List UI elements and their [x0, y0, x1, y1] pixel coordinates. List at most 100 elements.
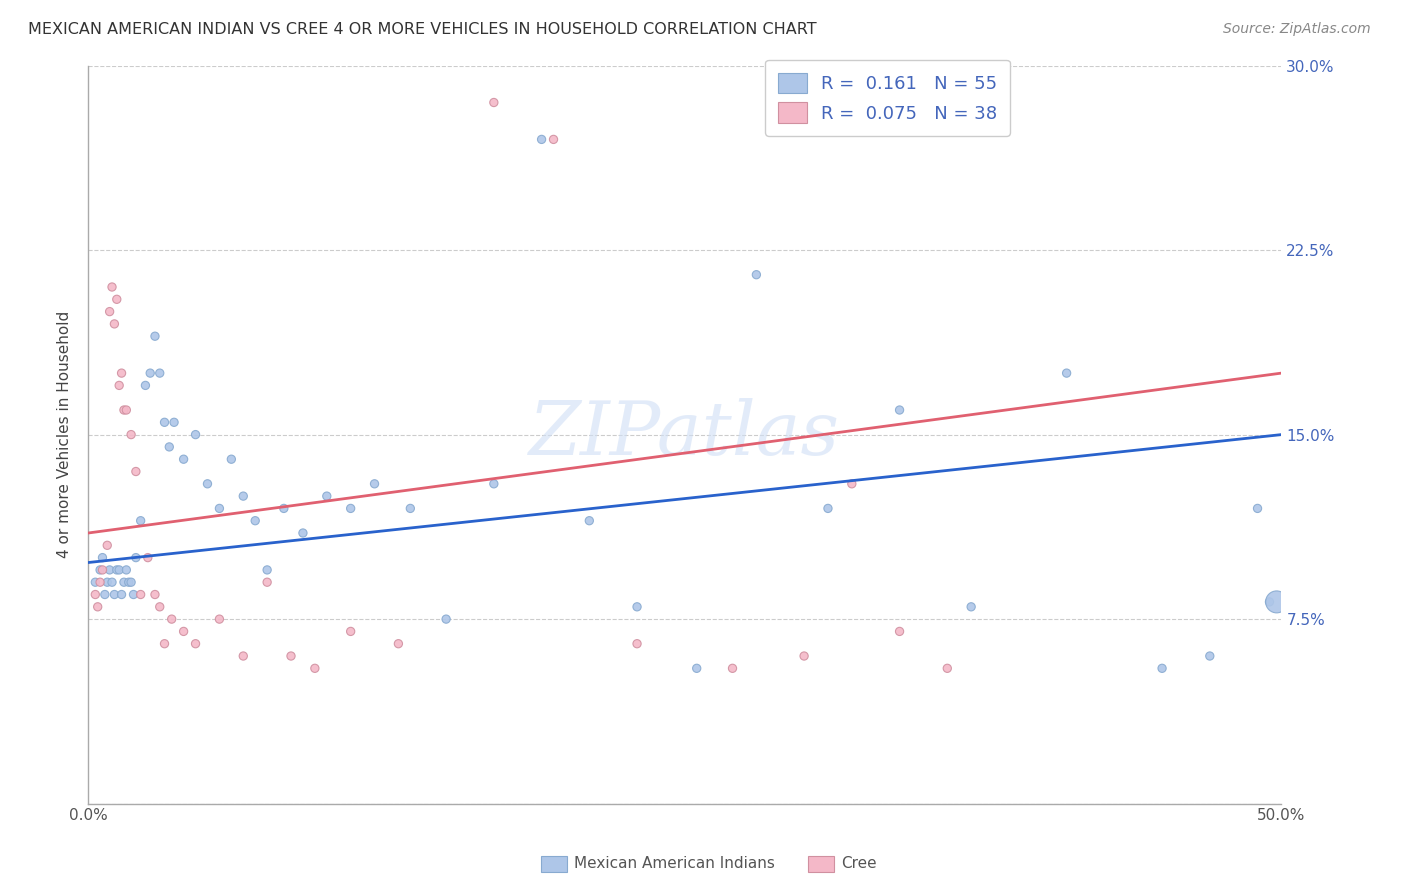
Point — [889, 624, 911, 639]
Point — [91, 550, 114, 565]
Point — [122, 587, 145, 601]
Point — [89, 575, 111, 590]
Point — [125, 550, 148, 565]
Point — [841, 476, 863, 491]
Point — [125, 465, 148, 479]
Point — [101, 280, 124, 294]
Point — [120, 575, 142, 590]
Point — [139, 366, 162, 380]
Point — [149, 366, 172, 380]
Point — [339, 624, 361, 639]
Point — [110, 587, 132, 601]
Point — [208, 501, 231, 516]
Point — [153, 637, 176, 651]
Point — [173, 624, 195, 639]
Point — [232, 648, 254, 663]
Point — [103, 587, 125, 601]
Point — [157, 440, 180, 454]
Point — [129, 514, 152, 528]
Point — [134, 378, 156, 392]
Point — [84, 575, 107, 590]
Point — [482, 95, 505, 110]
Point — [197, 476, 219, 491]
Point — [94, 587, 117, 601]
Point — [208, 612, 231, 626]
Y-axis label: 4 or more Vehicles in Household: 4 or more Vehicles in Household — [58, 311, 72, 558]
Point — [1258, 595, 1281, 609]
Legend: R =  0.161   N = 55, R =  0.075   N = 38: R = 0.161 N = 55, R = 0.075 N = 38 — [765, 60, 1010, 136]
Point — [160, 612, 183, 626]
Point — [105, 293, 128, 307]
Point — [280, 648, 302, 663]
Text: Cree: Cree — [841, 856, 876, 871]
Point — [112, 403, 135, 417]
Point — [98, 563, 121, 577]
Point — [434, 612, 457, 626]
Point — [173, 452, 195, 467]
Point — [936, 661, 959, 675]
Point — [232, 489, 254, 503]
Point — [143, 329, 166, 343]
Point — [686, 661, 709, 675]
Point — [256, 575, 278, 590]
Point — [578, 514, 600, 528]
Point — [291, 526, 314, 541]
Point — [115, 403, 138, 417]
Point — [143, 587, 166, 601]
Point — [245, 514, 267, 528]
Point — [110, 366, 132, 380]
Point — [129, 587, 152, 601]
Point — [118, 575, 141, 590]
Point — [721, 661, 744, 675]
Point — [101, 575, 124, 590]
Point — [1056, 366, 1078, 380]
Point — [149, 599, 172, 614]
Point — [96, 575, 118, 590]
Point — [1246, 501, 1268, 516]
Point — [184, 637, 207, 651]
Point — [363, 476, 385, 491]
Point — [339, 501, 361, 516]
Point — [387, 637, 409, 651]
Point — [1198, 648, 1220, 663]
Point — [482, 476, 505, 491]
Point — [103, 317, 125, 331]
Text: MEXICAN AMERICAN INDIAN VS CREE 4 OR MORE VEHICLES IN HOUSEHOLD CORRELATION CHAR: MEXICAN AMERICAN INDIAN VS CREE 4 OR MOR… — [28, 22, 817, 37]
Point — [530, 132, 553, 146]
Point — [399, 501, 422, 516]
Point — [89, 563, 111, 577]
Point — [256, 563, 278, 577]
Point — [793, 648, 815, 663]
Point — [626, 599, 648, 614]
Point — [84, 587, 107, 601]
Point — [98, 304, 121, 318]
Point — [273, 501, 295, 516]
Point — [91, 563, 114, 577]
Point — [315, 489, 337, 503]
Text: Source: ZipAtlas.com: Source: ZipAtlas.com — [1223, 22, 1371, 37]
Point — [543, 132, 565, 146]
Point — [163, 415, 186, 429]
Point — [745, 268, 768, 282]
Point — [96, 538, 118, 552]
Point — [108, 563, 131, 577]
Point — [136, 550, 159, 565]
Point — [1265, 595, 1288, 609]
Point — [626, 637, 648, 651]
Point — [1152, 661, 1174, 675]
Point — [817, 501, 839, 516]
Point — [889, 403, 911, 417]
Point — [108, 378, 131, 392]
Text: ZIPatlas: ZIPatlas — [529, 399, 841, 471]
Point — [115, 563, 138, 577]
Text: Mexican American Indians: Mexican American Indians — [574, 856, 775, 871]
Point — [960, 599, 983, 614]
Point — [120, 427, 142, 442]
Point — [304, 661, 326, 675]
Point — [105, 563, 128, 577]
Point — [153, 415, 176, 429]
Point — [112, 575, 135, 590]
Point — [221, 452, 243, 467]
Point — [184, 427, 207, 442]
Point — [86, 599, 108, 614]
